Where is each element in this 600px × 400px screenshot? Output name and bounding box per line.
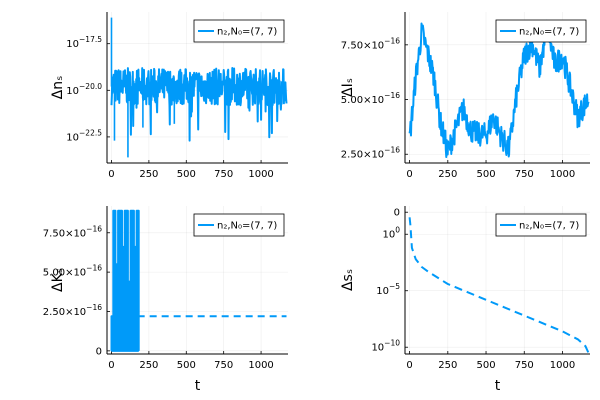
x-axis-label: t [195, 378, 201, 394]
x-tick-label: 750 [515, 360, 534, 371]
y-axis-label: Δsₛ [340, 269, 356, 291]
y-tick-label: 7.50×10−16 [43, 224, 102, 239]
x-tick-label: 250 [438, 360, 457, 371]
y-tick-label: 5.00×10−16 [43, 264, 102, 279]
x-tick-label: 1000 [248, 169, 273, 180]
y-tick-label: 2.50×10−16 [341, 146, 400, 161]
x-tick-label: 0 [108, 169, 114, 180]
y-tick-label: 2.50×10−16 [43, 303, 102, 318]
x-tick-label: 250 [438, 169, 457, 180]
x-tick-label: 500 [177, 169, 196, 180]
y-axis-label: ΔIₛ [340, 78, 356, 97]
legend-box [193, 19, 285, 43]
legend-box [193, 213, 285, 237]
legend-label: n₂,N₀=(7, 7) [217, 27, 277, 38]
x-tick-label: 250 [139, 169, 158, 180]
series-line [408, 217, 590, 354]
y-axis-label: ΔKₛ [50, 268, 66, 292]
y-tick-label: 10−20.0 [66, 82, 102, 97]
y-tick-label: 0 [96, 346, 102, 357]
panel-top-right: 0 250 500 750 1000 2.50×10−16 5.00×10−16 7.50×1… [340, 12, 590, 180]
x-tick-label: 1000 [550, 169, 575, 180]
x-tick-label: 500 [476, 169, 495, 180]
y-tick-label: 7.50×10−16 [341, 36, 400, 51]
y-tick-label: 10−22.5 [66, 128, 102, 143]
x-tick-label: 750 [214, 360, 233, 371]
x-tick-label: 750 [515, 169, 534, 180]
panel-bottom-left: 0 250 500 750 1000 0 2.50×10−16 5.00×10−16 7.50×… [43, 206, 288, 394]
x-tick-label: 0 [406, 360, 412, 371]
series-pulses [110, 209, 140, 352]
y-tick-label: 10−10 [371, 339, 400, 354]
legend-label: n₂,N₀=(7, 7) [217, 221, 277, 232]
x-tick-label: 500 [476, 360, 495, 371]
legend-label: n₂,N₀=(7, 7) [519, 27, 579, 38]
legend-label: n₂,N₀=(7, 7) [519, 221, 579, 232]
y-tick-label: 0 [394, 208, 400, 219]
x-tick-label: 500 [177, 360, 196, 371]
legend-box [495, 213, 587, 237]
panel-bottom-right: 0 250 500 750 1000 0 100 10−5 10−10 Δsₛ t n₂,N₀=(7,… [340, 206, 590, 394]
y-tick-label: 5.00×10−16 [341, 91, 400, 106]
x-axis-label: t [495, 378, 501, 394]
y-axis-label: Δnₛ [50, 76, 66, 100]
y-tick-label: 10−17.5 [66, 35, 102, 50]
x-tick-label: 0 [406, 169, 412, 180]
series-line [408, 19, 590, 158]
x-tick-label: 1000 [248, 360, 273, 371]
panel-top-left: 0 250 500 750 1000 10−17.5 10−20.0 10−22.5 Δnₛ n₂… [50, 12, 288, 180]
x-tick-label: 750 [214, 169, 233, 180]
series-line [110, 67, 288, 142]
legend-box [495, 19, 587, 43]
x-tick-label: 0 [108, 360, 114, 371]
x-tick-label: 250 [139, 360, 158, 371]
x-tick-label: 1000 [550, 360, 575, 371]
y-tick-label: 100 [382, 226, 400, 241]
y-tick-label: 10−5 [376, 282, 400, 297]
